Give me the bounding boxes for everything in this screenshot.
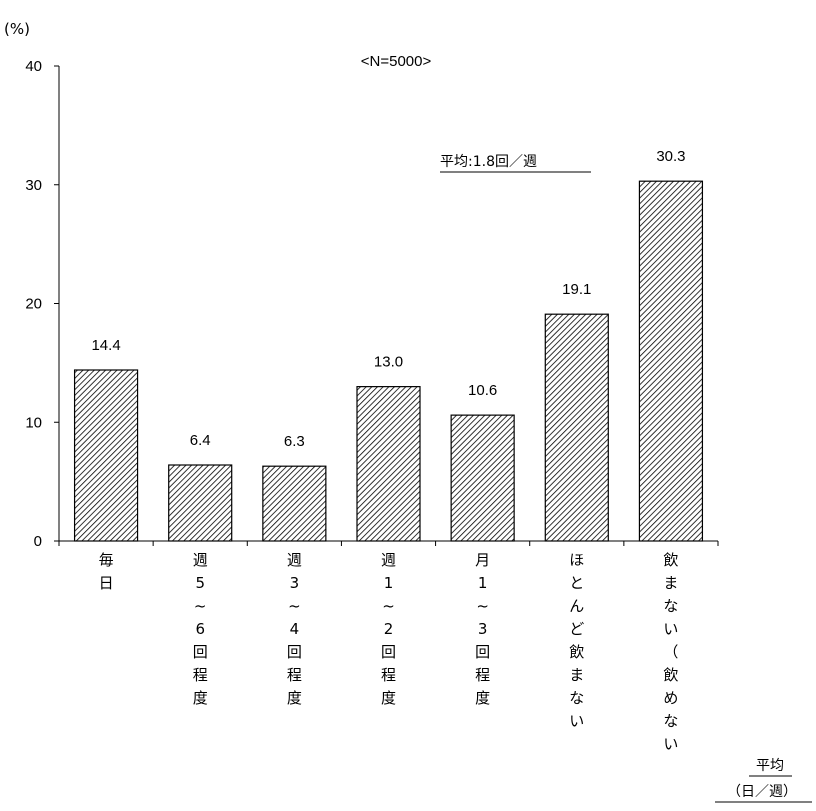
category-label-char: 4 [290,620,300,638]
category-label-char: ま [663,574,678,592]
category-label-char: ~ [194,597,207,615]
category-label-char: な [569,689,584,707]
bars [73,180,704,542]
category-label-char: ~ [382,597,395,615]
category-label-char: 3 [478,620,488,638]
y-tick-label: 40 [25,58,42,75]
category-label-char: い [663,620,678,638]
bar [262,465,327,542]
category-label-char: 1 [478,574,488,592]
category-label-char: 度 [193,689,208,707]
category-label-char: 度 [475,689,490,707]
data-label: 10.6 [468,382,497,399]
category-label-char: ど [569,620,584,638]
bar [356,386,421,542]
category-label-char: ほ [569,551,584,569]
category-label-char: ま [569,666,584,684]
category-label-char: い [663,735,678,753]
y-tick-label: 30 [25,177,42,194]
data-label: 13.0 [374,354,403,371]
category-label-char: 飲 [663,666,678,684]
category-label-char: 回 [475,643,490,661]
data-label: 6.3 [284,433,305,450]
category-label-char: 5 [195,574,205,592]
category-label-char: な [663,597,678,615]
category-label-char: 回 [381,643,396,661]
category-label: 週 3 ~4 回程度 [287,551,302,707]
category-label-char: 回 [287,643,302,661]
average-note: 平均:1.8回／週 [440,154,537,170]
category-label-char: 2 [384,620,394,638]
category-label-char: 日 [99,574,114,592]
category-label-char: な [663,712,678,730]
chart-title: <N=5000> [361,53,432,70]
category-label-char: 月 [475,551,490,569]
category-label-char: 6 [195,620,205,638]
category-label: 月 1 ~3 回程度 [475,551,490,707]
category-label-char: 3 [290,574,300,592]
y-tick-label: 0 [34,533,42,550]
category-label-char: ~ [288,597,301,615]
category-label-char: 程 [381,666,396,684]
y-tick-label: 20 [25,296,42,313]
value-labels: 14.4 6.4 6.3 13.0 10.6 19.1 30.3 [91,148,685,450]
category-label-char: 回 [193,643,208,661]
category-label-char: 1 [384,574,394,592]
category-labels: 毎日週5~6回程度週3~4回程度週1~2回程度月1~3回程度ほとんど飲まない飲ま… [99,551,679,753]
category-label: 週 5 ~6 回程度 [193,551,208,707]
category-label-char: 度 [287,689,302,707]
y-tick-label: 10 [25,414,42,431]
x-ticks [58,541,719,546]
category-label-char: 程 [287,666,302,684]
bar [450,414,515,542]
data-label: 19.1 [562,281,591,298]
average-unit: （日／週） [727,784,797,800]
data-label: 6.4 [190,432,211,449]
category-label-char: 飲 [569,643,584,661]
category-label: 毎日 [99,551,114,592]
data-label: 30.3 [656,148,685,165]
category-label-char: 週 [381,551,396,569]
category-label-char: 程 [193,666,208,684]
category-label-char: い [569,712,584,730]
category-label-char: と [569,574,584,592]
category-label-char: 毎 [99,551,114,569]
category-label-char: 週 [193,551,208,569]
average-header: 平均 [756,758,784,774]
category-label: 週 1 ~2 回程度 [381,551,396,707]
category-label-char: め [663,689,678,707]
data-label: 14.4 [91,337,120,354]
bar [168,464,233,542]
category-label-char: ~ [476,597,489,615]
bar [638,180,704,542]
category-label-char: （ [663,643,678,661]
y-ticks: 0 10 20 30 40 [25,58,59,550]
bar [544,313,609,542]
category-label-char: 週 [287,551,302,569]
category-label-char: 飲 [663,551,678,569]
category-label-char: 程 [475,666,490,684]
y-axis-unit-label: (%) [4,20,30,38]
category-label-char: ん [569,597,584,615]
category-label-char: 度 [381,689,396,707]
bar [73,369,139,542]
